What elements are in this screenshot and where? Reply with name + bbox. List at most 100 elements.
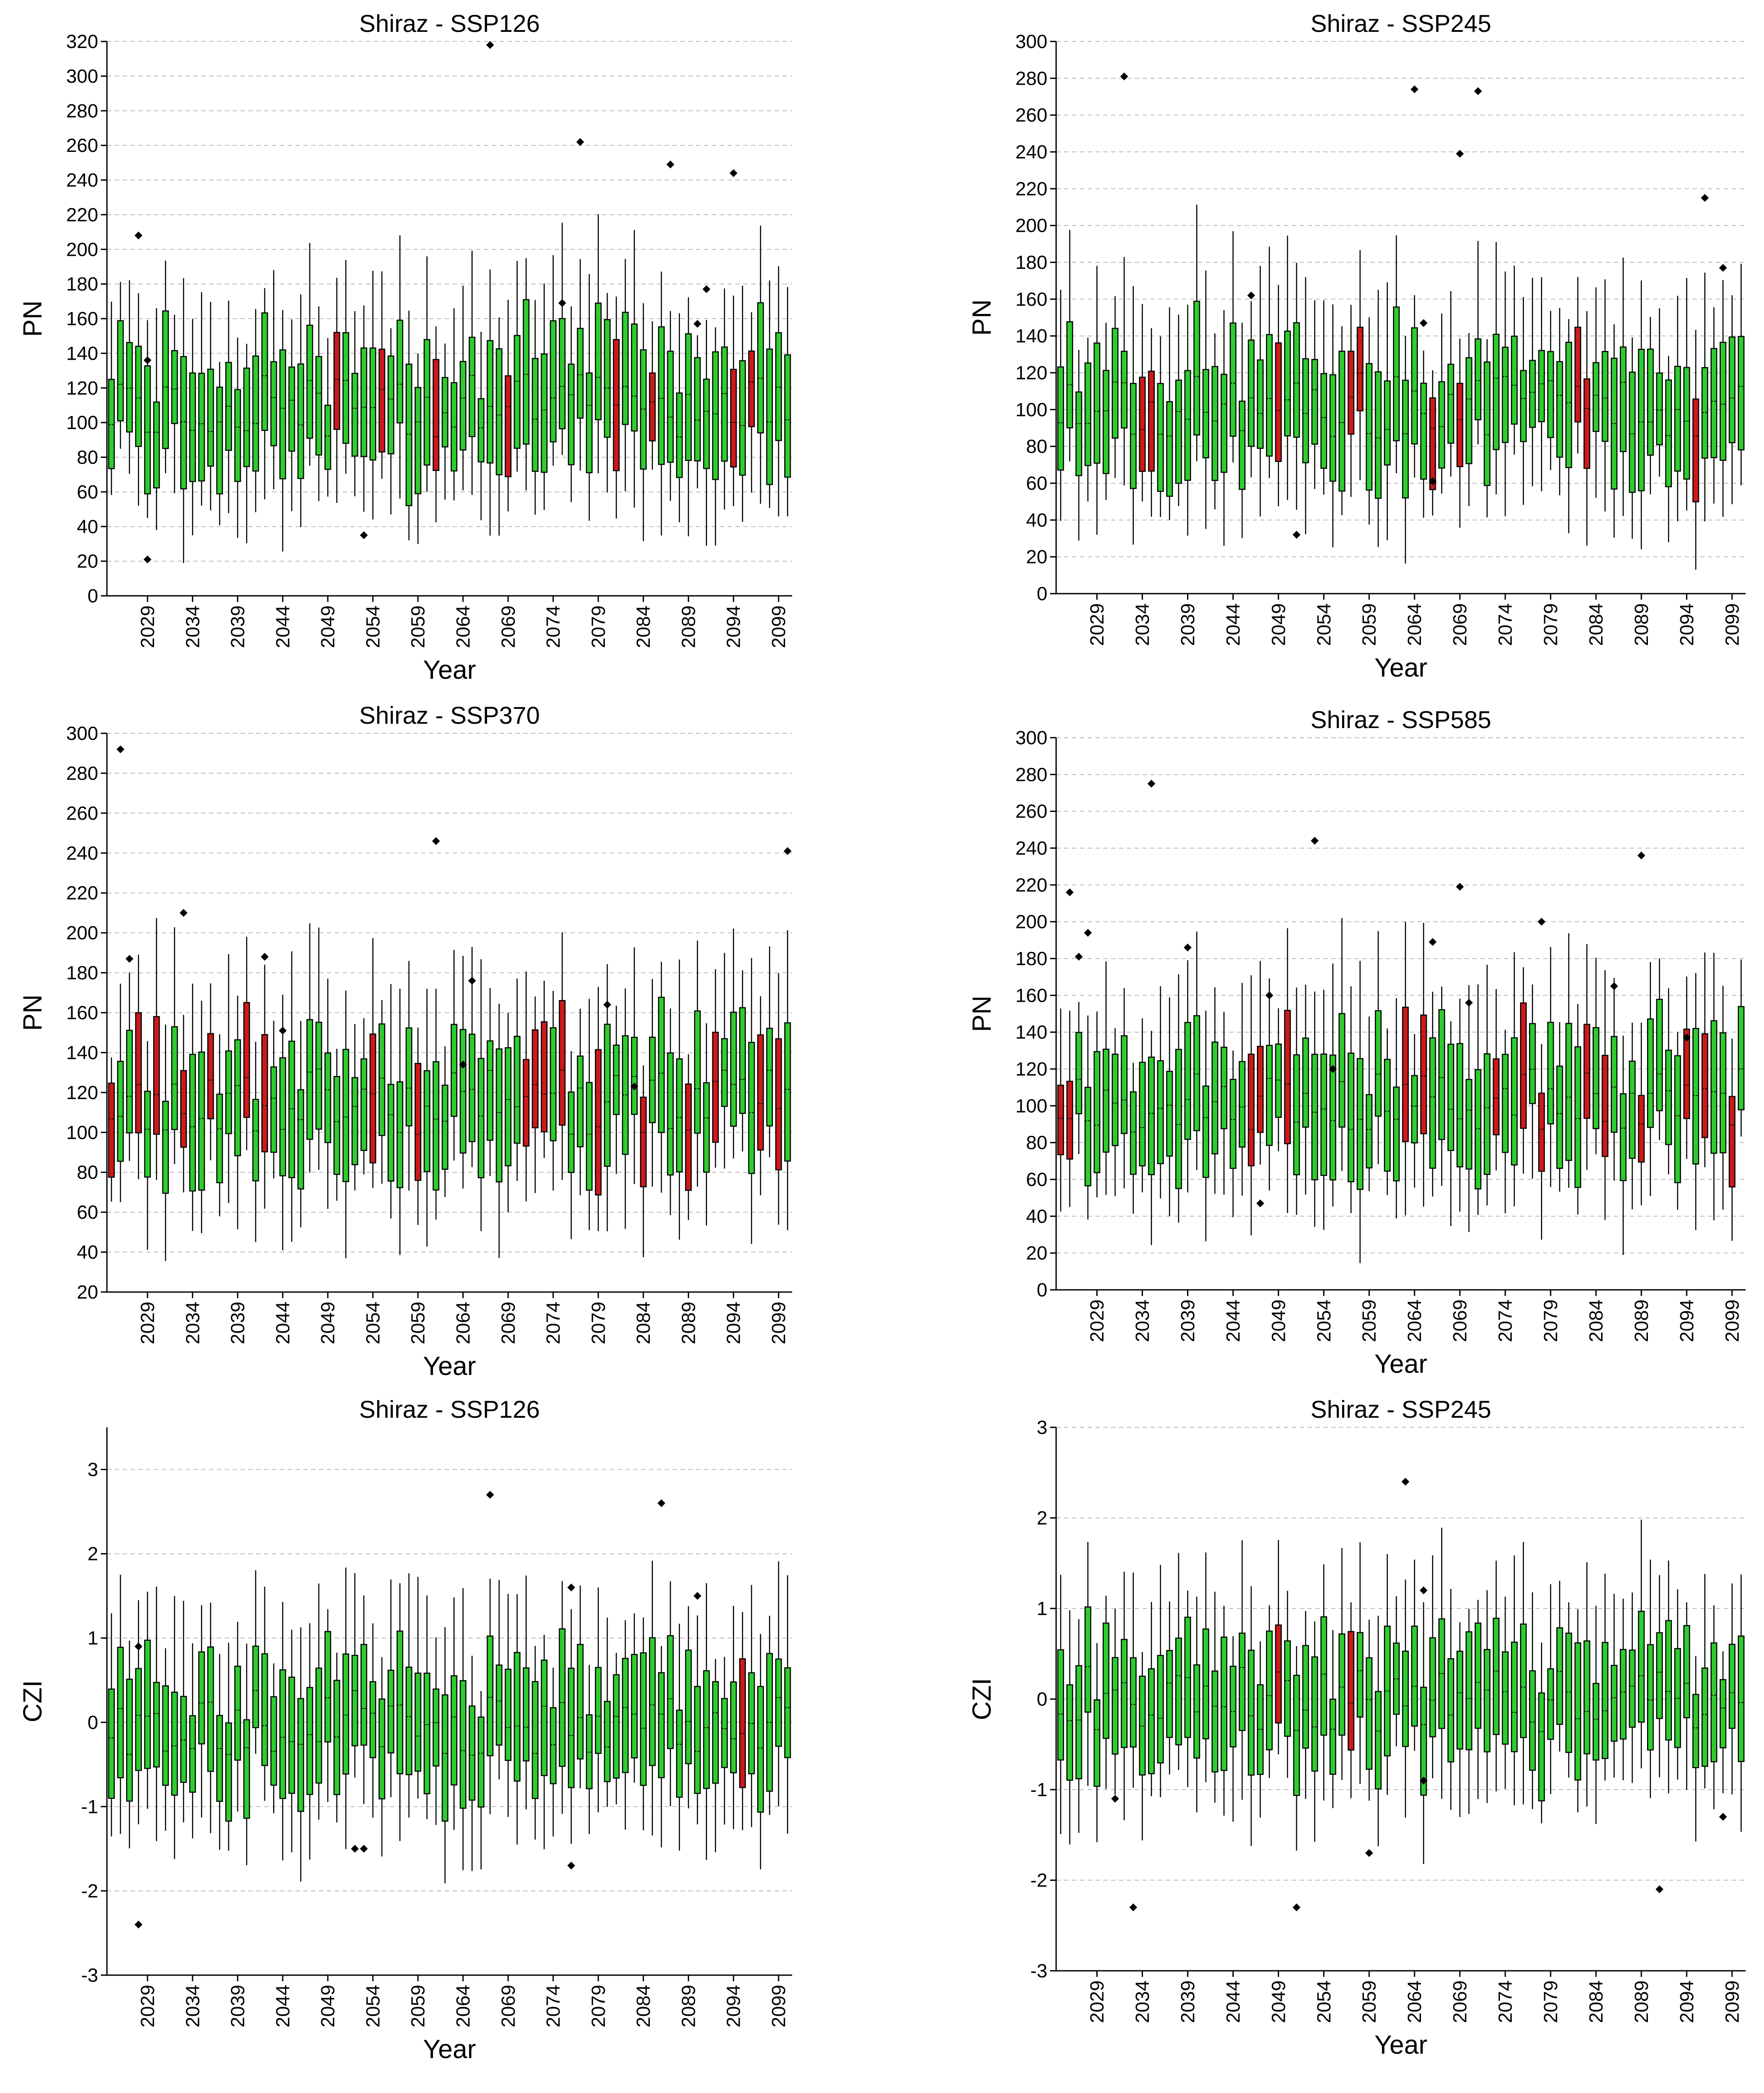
box-2059 xyxy=(1366,1094,1373,1169)
box-2052 xyxy=(351,373,358,457)
y-tick-label: 80 xyxy=(77,1162,98,1183)
box-2034 xyxy=(189,372,196,482)
box-2032 xyxy=(171,1691,178,1796)
box-2052 xyxy=(1302,358,1309,464)
box-2059 xyxy=(1366,363,1373,491)
box-2032 xyxy=(171,350,178,424)
box-2070 xyxy=(1465,1079,1472,1170)
x-tick-label: 2054 xyxy=(1313,1299,1335,1342)
box-2079 xyxy=(595,302,602,420)
y-tick-label: 20 xyxy=(77,551,98,572)
box-2084 xyxy=(1592,362,1599,432)
box-2075 xyxy=(559,1000,566,1126)
box-2043 xyxy=(1220,1047,1228,1129)
box-2030 xyxy=(1102,1048,1110,1153)
y-axis-label: CZI xyxy=(967,1678,996,1720)
box-2031 xyxy=(162,1685,169,1786)
box-2046 xyxy=(1248,339,1255,447)
x-tick-label: 2084 xyxy=(633,1985,654,2028)
box-2077 xyxy=(577,328,584,419)
x-tick-label: 2059 xyxy=(408,1302,429,1344)
box-2042 xyxy=(261,1653,268,1766)
box-2066 xyxy=(1429,397,1436,490)
y-tick-label: 80 xyxy=(1026,436,1047,457)
y-tick-label: 160 xyxy=(66,1002,98,1024)
box-2079 xyxy=(595,1667,602,1754)
box-2086 xyxy=(658,326,665,465)
box-2037 xyxy=(1166,401,1173,497)
box-2039 xyxy=(234,1039,241,1156)
box-2096 xyxy=(748,351,755,427)
y-tick-label: 240 xyxy=(1016,838,1047,859)
box-2042 xyxy=(1211,366,1218,481)
box-2076 xyxy=(1520,1002,1527,1129)
box-2089 xyxy=(685,1083,692,1191)
y-tick-label: 200 xyxy=(1016,215,1047,237)
box-2089 xyxy=(1638,1611,1645,1723)
box-2031 xyxy=(1112,1657,1119,1755)
box-2061 xyxy=(1384,1059,1391,1172)
y-tick-label: 20 xyxy=(1026,546,1047,568)
box-2053 xyxy=(360,347,367,457)
box-2077 xyxy=(1529,1023,1536,1104)
y-tick-label: 120 xyxy=(66,378,98,399)
box-2088 xyxy=(1629,371,1636,493)
box-2062 xyxy=(442,377,449,448)
box-2061 xyxy=(432,1061,439,1191)
box-2074 xyxy=(549,320,557,443)
y-tick-label: -3 xyxy=(81,1965,98,1986)
box-2054 xyxy=(369,347,377,461)
box-2091 xyxy=(703,1082,710,1173)
box-2052 xyxy=(1302,1645,1309,1749)
box-2058 xyxy=(1356,1058,1364,1190)
x-tick-label: 2074 xyxy=(1495,1299,1516,1342)
y-tick-label: 140 xyxy=(1016,1022,1047,1043)
box-2080 xyxy=(604,1701,611,1782)
box-2035 xyxy=(198,1051,205,1191)
x-axis-label: Year xyxy=(423,2035,476,2064)
box-2063 xyxy=(1402,1650,1409,1747)
outlier-point xyxy=(1419,319,1428,327)
box-2083 xyxy=(631,1037,638,1115)
box-2093 xyxy=(1674,366,1681,472)
box-2084 xyxy=(1592,1027,1599,1129)
box-2028 xyxy=(1084,1086,1091,1186)
x-tick-label: 2089 xyxy=(1631,603,1652,646)
box-2045 xyxy=(288,1041,295,1179)
box-2093 xyxy=(721,346,728,462)
box-2066 xyxy=(477,1058,484,1179)
box-2071 xyxy=(1475,1069,1482,1189)
box-2065 xyxy=(1420,1014,1427,1134)
box-2045 xyxy=(288,1677,295,1794)
outlier-point xyxy=(693,1592,702,1600)
x-tick-label: 2064 xyxy=(453,605,474,648)
box-2098 xyxy=(766,1028,773,1127)
box-2091 xyxy=(1656,999,1663,1111)
box-2053 xyxy=(1311,359,1318,445)
box-2073 xyxy=(1493,1058,1500,1135)
outlier-point xyxy=(1419,1777,1428,1785)
box-2059 xyxy=(415,1062,422,1181)
box-2043 xyxy=(270,1696,277,1786)
y-tick-label: 260 xyxy=(66,803,98,824)
y-tick-label: 300 xyxy=(1016,31,1047,52)
box-2040 xyxy=(243,368,250,467)
box-2027 xyxy=(1075,1665,1082,1780)
box-2049 xyxy=(324,1052,331,1143)
box-2096 xyxy=(748,1041,755,1174)
x-tick-label: 2049 xyxy=(1268,1980,1289,2023)
box-2030 xyxy=(1102,370,1110,474)
y-tick-label: 1 xyxy=(88,1628,98,1649)
box-2050 xyxy=(333,1076,340,1175)
box-2034 xyxy=(189,1715,196,1793)
box-2044 xyxy=(1229,1079,1237,1169)
box-2038 xyxy=(1175,1048,1182,1189)
box-2069 xyxy=(504,1047,511,1166)
box-2076 xyxy=(1520,370,1527,442)
box-2069 xyxy=(1456,382,1463,467)
box-2069 xyxy=(504,375,511,478)
box-2096 xyxy=(1701,1667,1709,1767)
x-tick-label: 2054 xyxy=(362,1302,384,1344)
panel-pn-ssp370: Shiraz - SSP370 Year PN 20 40 60 80 100 120 14… xyxy=(18,701,792,1381)
y-tick-label: 120 xyxy=(1016,1059,1047,1080)
